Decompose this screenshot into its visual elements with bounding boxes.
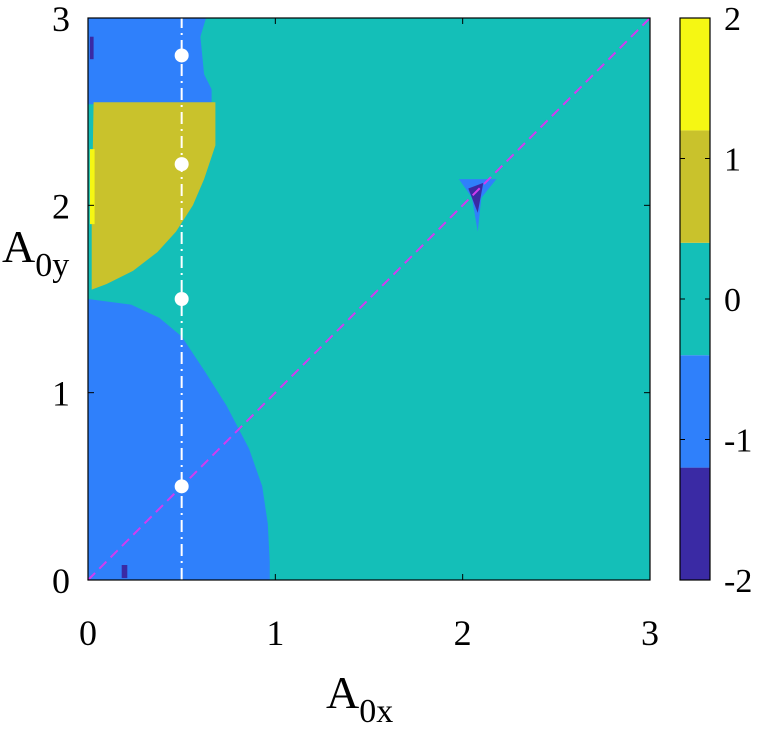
- x-ticks: 0 1 2 3: [79, 18, 659, 653]
- region-lower-left: [88, 299, 270, 580]
- y-tick-label: 1: [52, 374, 70, 414]
- x-axis-label-sub: 0x: [359, 693, 393, 730]
- plot-area: 0 1 2 3 0 1 2 3: [52, 0, 659, 653]
- marker-point-1: [174, 48, 189, 63]
- x-tick-label: 1: [266, 613, 284, 653]
- y-axis-label-sub: 0y: [35, 247, 69, 284]
- colorbar-cell: [680, 130, 710, 243]
- colorbar-ticks: 2 1 0 -1 -2: [680, 1, 752, 600]
- x-tick-label: 0: [79, 613, 97, 653]
- colorbar-tick-label: 0: [724, 282, 741, 319]
- x-tick-label: 2: [454, 613, 472, 653]
- x-tick-label: 3: [641, 613, 659, 653]
- y-axis-label-main: A: [2, 221, 35, 272]
- region-middle-left: [91, 102, 216, 290]
- speck-bottom: [121, 565, 128, 579]
- marker-point-3: [174, 292, 189, 306]
- colorbar-tick-label: 1: [724, 142, 741, 179]
- y-tick-label: 2: [52, 186, 70, 226]
- region-top-left: [88, 18, 212, 105]
- y-axis-label: A0y: [2, 221, 69, 284]
- colorbar-tick-label: -1: [724, 423, 752, 460]
- colorbar-cell: [680, 467, 710, 580]
- region-wedge-inner: [468, 182, 484, 213]
- colorbar-cell: [680, 18, 710, 131]
- colorbar-tick-label: 2: [724, 1, 741, 38]
- plot-frame: [87, 17, 651, 581]
- speck-top-left: [89, 36, 94, 60]
- x-axis-label: A0x: [326, 667, 393, 730]
- region-strip-high: [89, 149, 95, 225]
- colorbar-tick-label: -2: [724, 563, 752, 600]
- marker-point-2: [174, 157, 189, 172]
- colorbar-cells: [680, 18, 710, 580]
- heatmap-regions: [88, 18, 497, 580]
- colorbar-cell: [680, 355, 710, 468]
- x-axis-label-main: A: [326, 667, 359, 718]
- y-tick-label: 0: [52, 561, 70, 601]
- y-tick-label: 3: [52, 0, 70, 39]
- y-ticks: 0 1 2 3: [52, 0, 650, 601]
- colorbar: 2 1 0 -1 -2: [679, 1, 752, 600]
- marker-points: [174, 48, 189, 494]
- marker-point-4: [174, 479, 189, 494]
